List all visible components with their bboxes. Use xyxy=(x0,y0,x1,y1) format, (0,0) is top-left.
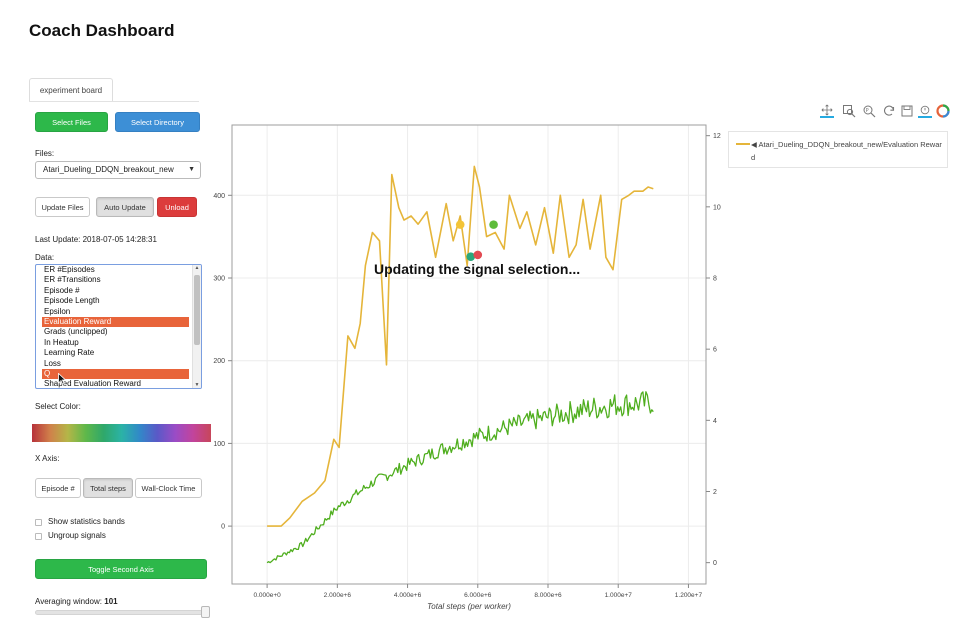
list-item[interactable]: Episode Length xyxy=(44,296,100,306)
y-left-tick-label: 100 xyxy=(213,441,225,448)
save-icon[interactable] xyxy=(900,104,914,118)
status-message: Updating the signal selection... xyxy=(374,261,581,277)
color-marker xyxy=(473,250,483,260)
files-select-value: Atari_Dueling_DDQN_breakout_new xyxy=(43,165,174,174)
y-right-tick-label: 12 xyxy=(713,133,721,140)
y-left-tick-label: 200 xyxy=(213,358,225,365)
app-title: Coach Dashboard xyxy=(29,21,175,40)
y-right-tick-label: 4 xyxy=(713,418,717,425)
select-files-button[interactable]: Select Files xyxy=(35,112,108,132)
box-zoom-icon[interactable] xyxy=(842,104,856,118)
mouse-cursor-icon xyxy=(58,373,66,385)
list-item[interactable]: Shaped Evaluation Reward xyxy=(44,379,141,389)
list-item[interactable]: Q xyxy=(42,368,189,380)
x-axis-wall-clock-button[interactable]: Wall-Clock Time xyxy=(135,478,202,498)
x-tick-label: 0.000e+0 xyxy=(253,592,281,599)
list-scrollbar[interactable]: ▲ ▼ xyxy=(192,265,201,388)
y-right-tick-label: 6 xyxy=(713,347,717,354)
chevron-down-icon: ▼ xyxy=(188,166,195,173)
last-update-value: 2018-07-05 14:28:31 xyxy=(82,235,157,244)
y-left-tick-label: 400 xyxy=(213,193,225,200)
legend-entry[interactable]: ◀ Atari_Dueling_DDQN_breakout_new/Evalua… xyxy=(751,140,942,162)
x-tick-label: 4.000e+6 xyxy=(394,592,422,599)
list-item[interactable]: Evaluation Reward xyxy=(42,316,189,328)
auto-update-button[interactable]: Auto Update xyxy=(96,197,154,217)
last-update: Last Update: 2018-07-05 14:28:31 xyxy=(35,235,157,244)
wheel-zoom-icon[interactable]: P xyxy=(862,104,876,118)
x-axis-title: Total steps (per worker) xyxy=(427,602,511,611)
x-tick-label: 1.000e+7 xyxy=(605,592,633,599)
select-color-label: Select Color: xyxy=(35,402,81,411)
color-marker xyxy=(466,252,476,261)
toggle-second-axis-button[interactable]: Toggle Second Axis xyxy=(35,559,207,579)
x-axis-episode-button[interactable]: Episode # xyxy=(35,478,81,498)
list-item[interactable]: ER #Episodes xyxy=(44,265,95,274)
averaging-window-label: Averaging window: xyxy=(35,597,103,606)
data-signal-list[interactable]: ER #Episodes ER #Transitions Episode # Epis… xyxy=(35,264,202,389)
reset-icon[interactable] xyxy=(882,104,896,118)
last-update-label: Last Update: xyxy=(35,235,81,244)
legend-label: Atari_Dueling_DDQN_breakout_new/Evaluati… xyxy=(751,140,942,162)
color-marker xyxy=(489,220,498,229)
tab-divider xyxy=(29,101,199,102)
list-item[interactable]: Learning Rate xyxy=(44,348,95,358)
legend-swatch xyxy=(736,143,750,145)
averaging-window: Averaging window: 101 xyxy=(35,597,118,606)
y-right-tick-label: 10 xyxy=(713,204,721,211)
y-right-tick-label: 2 xyxy=(713,489,717,496)
x-tick-label: 1.200e+7 xyxy=(675,592,703,599)
files-select[interactable]: Atari_Dueling_DDQN_breakout_new ▼ xyxy=(35,161,201,179)
ungroup-signals-checkbox[interactable] xyxy=(35,533,42,540)
y-right-tick-label: 0 xyxy=(713,560,717,567)
ungroup-signals-label: Ungroup signals xyxy=(48,531,106,540)
chart-legend[interactable]: ◀ Atari_Dueling_DDQN_breakout_new/Evalua… xyxy=(728,131,948,168)
series-line-0 xyxy=(267,165,654,527)
plot-frame xyxy=(231,124,707,585)
y-right-tick-label: 8 xyxy=(713,276,717,283)
statistics-bands-label: Show statistics bands xyxy=(48,517,125,526)
averaging-window-value: 101 xyxy=(104,597,118,606)
list-item[interactable]: ER #Transitions xyxy=(44,275,101,285)
x-tick-label: 2.000e+6 xyxy=(324,592,352,599)
list-item[interactable]: Episode # xyxy=(44,285,80,295)
unload-button[interactable]: Unload xyxy=(157,197,197,217)
x-axis-label: X Axis: xyxy=(35,454,60,463)
series-line-1 xyxy=(266,391,654,564)
scrollbar-thumb[interactable] xyxy=(194,275,200,345)
scroll-down-icon[interactable]: ▼ xyxy=(194,382,200,388)
hover-icon[interactable] xyxy=(918,104,932,118)
files-label: Files: xyxy=(35,149,55,158)
x-tick-label: 8.000e+6 xyxy=(534,592,562,599)
data-label: Data: xyxy=(35,253,55,262)
list-item[interactable]: In Heatup xyxy=(44,337,79,347)
y-left-tick-label: 0 xyxy=(221,524,225,531)
color-palette[interactable] xyxy=(32,424,211,442)
plot-toolbar: P xyxy=(820,104,955,122)
logo-icon xyxy=(936,104,950,118)
statistics-bands-checkbox[interactable] xyxy=(35,519,42,526)
list-item[interactable]: Loss xyxy=(44,358,61,368)
scroll-up-icon[interactable]: ▲ xyxy=(194,265,200,271)
list-item[interactable]: Grads (unclipped) xyxy=(44,327,108,337)
svg-text:P: P xyxy=(866,108,869,114)
update-files-button[interactable]: Update Files xyxy=(35,197,90,217)
x-axis-total-steps-button[interactable]: Total steps xyxy=(83,478,133,498)
x-tick-label: 6.000e+6 xyxy=(464,592,492,599)
pan-icon[interactable] xyxy=(820,104,834,118)
select-directory-button[interactable]: Select Directory xyxy=(115,112,200,132)
tab-experiment-board[interactable]: experiment board xyxy=(29,78,113,102)
averaging-window-slider-handle[interactable] xyxy=(201,606,210,618)
color-marker xyxy=(455,220,465,229)
y-left-tick-label: 300 xyxy=(213,276,225,283)
list-item[interactable]: Epsilon xyxy=(44,306,71,316)
